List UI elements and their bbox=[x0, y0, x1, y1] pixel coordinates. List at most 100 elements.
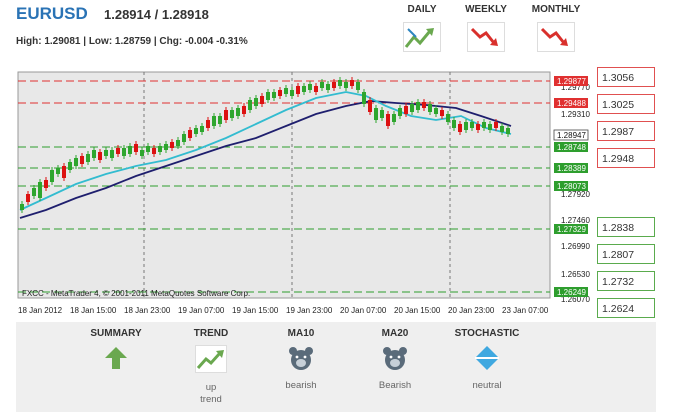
candle-body bbox=[290, 90, 294, 96]
candle-body bbox=[488, 124, 492, 130]
candle-body bbox=[212, 116, 216, 126]
price-chart[interactable]: 1.29770 1.29310 1.27920 1.27460 1.26990 … bbox=[16, 70, 591, 318]
level-tag: 1.28748 bbox=[557, 143, 586, 152]
candle-body bbox=[110, 150, 114, 158]
y-tick: 1.27460 bbox=[561, 216, 590, 225]
candle-body bbox=[476, 124, 480, 130]
bear-icon bbox=[289, 347, 313, 370]
chart-watermark: FXCC - MetaTrader 4, © 2001-2011 MetaQuo… bbox=[22, 289, 250, 298]
arrow-up-icon bbox=[105, 347, 127, 369]
indicator-ma10: MA10 bearish bbox=[256, 328, 346, 392]
indicator-value: up trend bbox=[200, 382, 222, 405]
candle-body bbox=[152, 148, 156, 154]
indicator-trend: TREND up trend bbox=[166, 328, 256, 406]
resistance-level: 1.3025 bbox=[597, 94, 655, 114]
candle-body bbox=[344, 82, 348, 88]
x-tick: 19 Jan 15:00 bbox=[232, 306, 279, 315]
candle-body bbox=[236, 108, 240, 116]
candle-body bbox=[38, 182, 42, 198]
candle-body bbox=[302, 86, 306, 92]
candle-body bbox=[230, 110, 234, 118]
indicator-title: MA20 bbox=[381, 328, 409, 339]
candle-body bbox=[140, 150, 144, 156]
period-label: MONTHLY bbox=[531, 4, 581, 15]
candle-body bbox=[470, 122, 474, 128]
support-level: 1.2838 bbox=[597, 217, 655, 237]
current-price-tag: 1.28947 bbox=[557, 131, 586, 140]
candle-body bbox=[422, 102, 426, 108]
candle-body bbox=[248, 100, 252, 110]
candle-body bbox=[320, 82, 324, 88]
candle-body bbox=[482, 122, 486, 128]
candle-body bbox=[104, 150, 108, 156]
candle-body bbox=[452, 120, 456, 128]
candle-body bbox=[434, 108, 438, 114]
candle-body bbox=[380, 110, 384, 118]
candle-body bbox=[134, 144, 138, 152]
indicator-ma20: MA20 Bearish bbox=[350, 328, 440, 392]
candle-body bbox=[332, 82, 336, 88]
candle-body bbox=[410, 104, 414, 112]
y-tick: 1.26530 bbox=[561, 270, 590, 279]
candle-body bbox=[458, 124, 462, 132]
candle-body bbox=[386, 114, 390, 126]
candle-body bbox=[500, 126, 504, 132]
indicator-summary: SUMMARY bbox=[71, 328, 161, 380]
candle-body bbox=[176, 140, 180, 146]
candle-body bbox=[362, 92, 366, 104]
y-tick: 1.26990 bbox=[561, 242, 590, 251]
trend-down-icon bbox=[467, 22, 505, 52]
level-tag: 1.28389 bbox=[557, 164, 586, 173]
candle-body bbox=[260, 96, 264, 104]
candle-body bbox=[80, 156, 84, 164]
candle-body bbox=[254, 98, 258, 106]
candle-body bbox=[50, 170, 54, 182]
bear-icon bbox=[383, 347, 407, 370]
candle-body bbox=[350, 80, 354, 86]
y-tick: 1.26070 bbox=[561, 295, 590, 304]
x-tick: 19 Jan 23:00 bbox=[286, 306, 333, 315]
candle-body bbox=[218, 116, 222, 124]
period-weekly[interactable]: WEEKLY bbox=[456, 4, 516, 52]
candle-body bbox=[308, 84, 312, 90]
support-level: 1.2732 bbox=[597, 271, 655, 291]
candle-body bbox=[296, 86, 300, 94]
candle-body bbox=[32, 188, 36, 196]
indicator-value: Bearish bbox=[378, 380, 412, 391]
candle-body bbox=[368, 100, 372, 112]
candle-body bbox=[266, 92, 270, 100]
candle-body bbox=[404, 106, 408, 114]
candle-body bbox=[74, 158, 78, 166]
candle-body bbox=[26, 194, 30, 202]
candle-body bbox=[392, 114, 396, 122]
indicator-value: bearish bbox=[285, 380, 317, 391]
candle-body bbox=[182, 134, 186, 142]
indicator-value: neutral bbox=[472, 380, 502, 391]
y-tick: 1.29770 bbox=[561, 83, 590, 92]
resistance-level: 1.2948 bbox=[597, 148, 655, 168]
x-tick: 20 Jan 23:00 bbox=[448, 306, 495, 315]
candle-body bbox=[128, 146, 132, 154]
period-label: DAILY bbox=[407, 4, 437, 15]
x-tick: 19 Jan 07:00 bbox=[178, 306, 225, 315]
support-level: 1.2624 bbox=[597, 298, 655, 318]
candle-body bbox=[428, 104, 432, 112]
x-tick: 20 Jan 15:00 bbox=[394, 306, 441, 315]
indicator-title: SUMMARY bbox=[90, 328, 142, 339]
y-tick: 1.29310 bbox=[561, 110, 590, 119]
candle-body bbox=[146, 146, 150, 152]
candle-body bbox=[242, 106, 246, 114]
candle-body bbox=[86, 154, 90, 162]
trend-up-icon bbox=[195, 345, 227, 373]
candle-body bbox=[338, 80, 342, 86]
candle-body bbox=[62, 166, 66, 178]
period-daily[interactable]: DAILY bbox=[392, 4, 452, 52]
candle-body bbox=[224, 110, 228, 120]
candle-body bbox=[284, 88, 288, 94]
candle-body bbox=[122, 148, 126, 156]
candle-body bbox=[164, 144, 168, 150]
indicator-title: MA10 bbox=[287, 328, 315, 339]
candle-body bbox=[170, 142, 174, 148]
period-monthly[interactable]: MONTHLY bbox=[526, 4, 586, 52]
candle-body bbox=[314, 86, 318, 92]
